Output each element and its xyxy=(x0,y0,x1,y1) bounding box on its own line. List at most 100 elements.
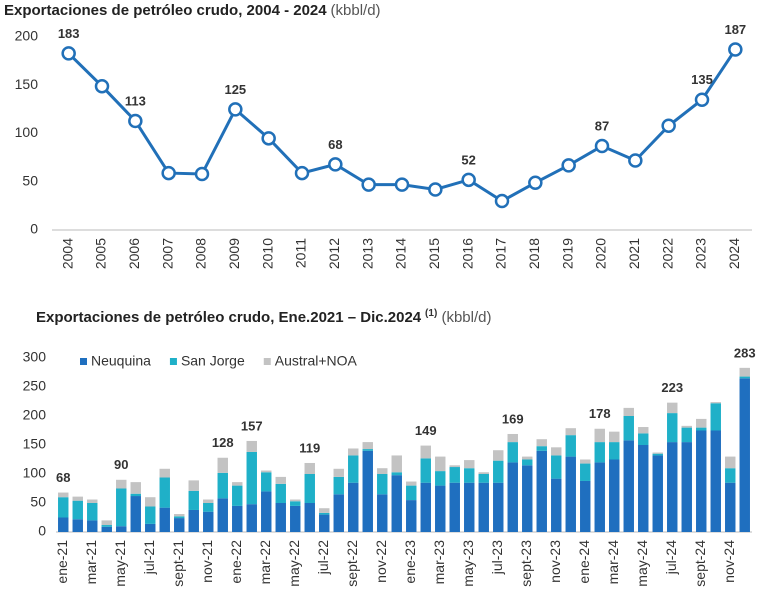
bar-segment xyxy=(101,525,112,527)
bar-segment xyxy=(435,485,446,532)
total-label: 178 xyxy=(589,406,611,421)
bar-segment xyxy=(449,467,460,483)
x-tick-label: 2015 xyxy=(426,238,442,269)
x-tick-label: 2005 xyxy=(93,238,109,269)
x-tick-label: sept-23 xyxy=(518,540,534,587)
bar-segment xyxy=(304,462,315,474)
bar-segment xyxy=(652,455,663,532)
chart-title: Exportaciones de petróleo crudo, Ene.202… xyxy=(36,308,491,326)
bar-segment xyxy=(261,491,272,532)
bar-segment xyxy=(275,476,286,484)
bar-segment xyxy=(449,465,460,468)
bar-segment xyxy=(507,433,518,443)
total-label: 157 xyxy=(241,418,263,433)
bar-segment xyxy=(420,445,431,459)
bar-segment xyxy=(116,479,127,489)
total-label: 169 xyxy=(502,411,524,426)
bar-segment xyxy=(377,474,388,495)
bar-segment xyxy=(522,465,533,532)
bar-segment xyxy=(87,499,98,503)
bar-segment xyxy=(710,403,721,431)
data-label: 87 xyxy=(595,118,609,133)
x-tick-label: 2017 xyxy=(493,238,509,269)
x-tick-label: ene-21 xyxy=(54,540,70,584)
bar-segment xyxy=(333,494,344,532)
bar-segment xyxy=(159,477,170,508)
bar-segment xyxy=(72,496,83,501)
total-label: 149 xyxy=(415,423,437,438)
data-label: 52 xyxy=(461,152,475,167)
bar-segment xyxy=(667,442,678,532)
bar-segment xyxy=(290,501,301,506)
bar-segment xyxy=(58,517,69,532)
legend-label: Neuquina xyxy=(91,353,151,369)
bar-segment xyxy=(565,456,576,532)
bar-segment xyxy=(319,512,330,515)
point xyxy=(594,138,610,154)
x-tick-label: nov-22 xyxy=(373,540,389,583)
point xyxy=(161,165,176,181)
bar-segment xyxy=(667,413,678,443)
bar-segment xyxy=(406,485,417,501)
bar-segment xyxy=(580,480,591,532)
bar-segment xyxy=(58,492,69,498)
x-tick-label: ene-22 xyxy=(228,540,244,584)
bar-segment xyxy=(130,496,141,532)
bar-segment xyxy=(435,456,446,472)
bar-segment xyxy=(174,514,185,517)
point xyxy=(228,102,243,117)
bar-segment xyxy=(348,455,359,483)
bar-segment xyxy=(58,497,69,518)
bar-segment xyxy=(290,499,301,502)
bar-segment xyxy=(377,468,388,474)
point xyxy=(61,46,76,61)
bar-segment xyxy=(145,523,156,532)
data-label: 113 xyxy=(125,93,146,108)
bar-segment xyxy=(464,460,475,469)
x-tick-label: sept-21 xyxy=(170,540,186,587)
x-tick-label: may-21 xyxy=(112,540,128,587)
bar-segment xyxy=(333,468,344,477)
bar-segment xyxy=(536,446,547,451)
bar-segment xyxy=(304,474,315,503)
x-tick-label: may-24 xyxy=(634,540,650,587)
bar-segment xyxy=(348,482,359,532)
bar-segment xyxy=(130,482,141,494)
data-label: 187 xyxy=(724,22,746,37)
total-label: 128 xyxy=(212,435,234,450)
point xyxy=(394,177,410,192)
y-tick-label: 200 xyxy=(23,407,47,423)
point xyxy=(661,118,676,134)
bar-segment xyxy=(145,506,156,524)
y-tick-label: 0 xyxy=(38,523,46,539)
x-tick-label: sept-24 xyxy=(692,540,708,587)
bar-segment xyxy=(391,475,402,532)
bar-segment xyxy=(652,453,663,456)
bar-segment xyxy=(101,520,112,526)
bar-segment xyxy=(72,519,83,532)
bar-segment xyxy=(391,472,402,476)
point xyxy=(94,78,110,94)
x-tick-label: 2016 xyxy=(459,238,475,269)
bar-segment xyxy=(217,457,228,473)
bar-segment xyxy=(565,428,576,436)
bar-segment xyxy=(536,439,547,447)
x-tick-label: mar-22 xyxy=(257,540,273,585)
bar-segment xyxy=(725,468,736,483)
x-tick-label: 2013 xyxy=(359,238,375,269)
x-tick-label: ene-24 xyxy=(576,540,592,584)
bar-segment xyxy=(551,478,562,532)
bar-segment xyxy=(246,440,257,452)
bar-segment xyxy=(696,430,707,532)
x-tick-label: nov-23 xyxy=(547,540,563,583)
legend-swatch xyxy=(169,358,177,365)
bar-segment xyxy=(507,442,518,463)
data-label: 68 xyxy=(328,137,342,152)
point xyxy=(294,165,310,181)
bar-segment xyxy=(594,428,605,443)
x-tick-label: 2012 xyxy=(326,238,342,269)
bar-segment xyxy=(159,507,170,532)
bar-segment xyxy=(536,450,547,532)
bar-segment xyxy=(188,509,199,532)
